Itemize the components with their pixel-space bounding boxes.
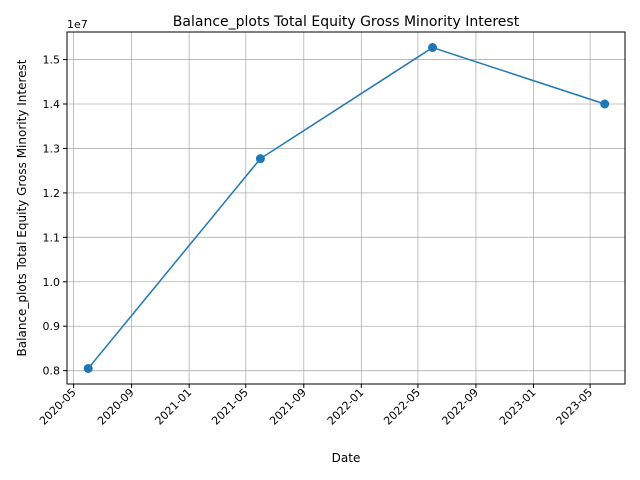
series <box>83 43 610 373</box>
y-tick-label: 1.4 <box>43 98 61 111</box>
y-axis-label: Balance_plots Total Equity Gross Minorit… <box>15 59 29 356</box>
y-offset-label: 1e7 <box>67 18 88 31</box>
x-tick-label: 2021-09 <box>267 386 309 428</box>
data-point <box>255 154 265 164</box>
data-point <box>428 43 438 53</box>
axis-ticks: 2020-05 2020-09 2021-01 2021-05 2021-09 2022-… <box>37 54 595 428</box>
y-tick-label: 1.3 <box>43 142 61 155</box>
series-line <box>87 46 605 369</box>
y-tick-label: 1.1 <box>43 231 61 244</box>
x-tick-label: 2022-01 <box>325 386 367 428</box>
plot-frame <box>66 31 626 385</box>
data-point <box>600 99 610 109</box>
x-tick-label: 2020-05 <box>37 386 79 428</box>
grid <box>67 32 625 384</box>
chart-title: Balance_plots Total Equity Gross Minorit… <box>173 14 520 30</box>
x-tick-label: 2022-05 <box>381 386 423 428</box>
x-axis-label: Date <box>332 451 361 465</box>
x-tick-label: 2021-05 <box>209 386 251 428</box>
y-tick-label: 1.2 <box>43 187 61 200</box>
y-tick-label: 1.5 <box>43 54 61 67</box>
x-tick-label: 2020-09 <box>95 386 137 428</box>
x-tick-label: 2021-01 <box>153 386 195 428</box>
y-tick-label: 0.8 <box>43 365 61 378</box>
x-tick-label: 2023-05 <box>554 386 596 428</box>
data-point <box>83 363 93 373</box>
y-tick-label: 0.9 <box>43 320 61 333</box>
y-tick-label: 1.0 <box>43 276 61 289</box>
x-tick-label: 2023-01 <box>497 386 539 428</box>
x-tick-label: 2022-09 <box>439 386 481 428</box>
